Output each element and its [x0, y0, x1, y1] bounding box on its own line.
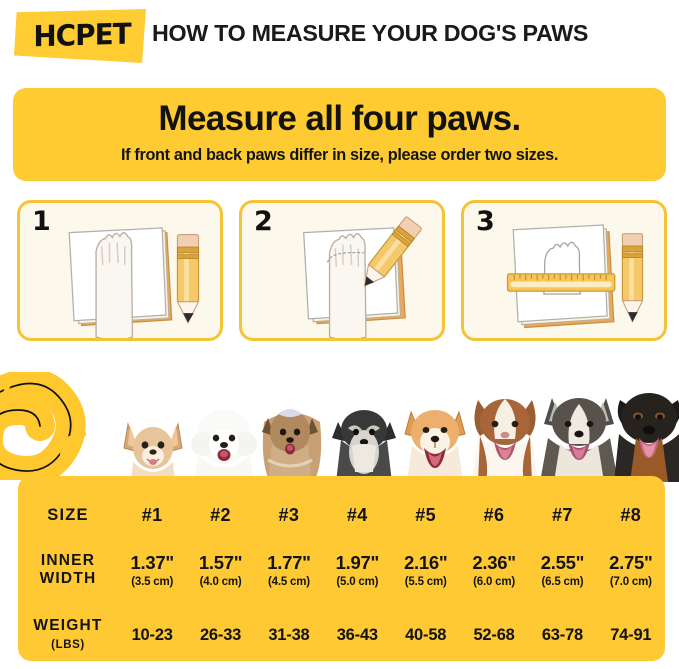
page-header: HCPET HOW TO MEASURE YOUR DOG'S PAWS — [0, 0, 679, 76]
dog-shiba-inu — [404, 410, 466, 482]
inner-width-cm-1: (3.5 cm) — [131, 576, 174, 588]
brand-logo-badge — [14, 9, 146, 63]
step-number-2: 2 — [254, 206, 273, 237]
inner-width-in-8: 2.75" — [609, 552, 653, 573]
size-cell-4: #4 — [346, 504, 368, 525]
step-panel-2: 2 — [239, 200, 445, 341]
steps-section: 1 2 — [0, 200, 679, 348]
row-label-inner: INNER — [40, 552, 96, 569]
weight-cell-7: 63-78 — [541, 625, 584, 644]
inner-width-cm-7: (6.5 cm) — [541, 576, 584, 588]
inner-width-cell-1: 1.37" (3.5 cm) — [118, 552, 186, 588]
yellow-swoosh-icon — [0, 372, 87, 480]
table-row-inner-width: INNER WIDTH 1.37" (3.5 cm) 1.57" (4.0 cm… — [18, 542, 665, 598]
dog-australian-shepherd — [472, 399, 538, 482]
ruler-measuring-illustration — [506, 224, 644, 329]
inner-width-in-3: 1.77" — [267, 552, 311, 573]
row-label-weight: WEIGHT (LBS) — [18, 617, 118, 654]
notice-subtitle: If front and back paws differ in size, p… — [120, 146, 558, 164]
inner-width-cell-6: 2.36" (6.0 cm) — [460, 552, 528, 588]
row-label-inner-width: INNER WIDTH — [18, 552, 118, 588]
row-label-weight-text: WEIGHT — [33, 616, 103, 634]
size-chart-table: SIZE #1 #2 #3 #4 #5 #6 #7 #8 INNER WIDTH… — [18, 476, 665, 661]
inner-width-cell-4: 1.97" (5.0 cm) — [323, 552, 391, 588]
inner-width-cm-6: (6.0 cm) — [473, 576, 515, 588]
inner-width-in-4: 1.97" — [335, 552, 380, 573]
weight-cell-3: 31-38 — [268, 625, 310, 644]
dog-yorkshire-terrier — [262, 409, 322, 482]
weight-cell-2: 26-33 — [199, 625, 242, 644]
row-label-weight-unit: (LBS) — [51, 638, 85, 651]
dog-breed-strip — [0, 368, 679, 482]
step-number-3: 3 — [476, 206, 495, 237]
inner-width-in-1: 1.37" — [130, 552, 175, 573]
inner-width-cm-5: (5.5 cm) — [404, 576, 447, 588]
inner-width-cm-4: (5.0 cm) — [336, 576, 379, 588]
paw-on-paper-illustration — [68, 227, 200, 338]
dog-chihuahua — [123, 422, 183, 482]
inner-width-cm-2: (4.0 cm) — [199, 576, 242, 588]
weight-cell-1: 10-23 — [131, 625, 173, 644]
table-row-weight: WEIGHT (LBS) 10-23 26-33 31-38 36-43 40-… — [18, 612, 665, 658]
weight-cell-4: 36-43 — [336, 625, 378, 644]
size-cell-6: #6 — [483, 504, 505, 525]
row-label-width: WIDTH — [39, 570, 97, 587]
size-cell-2: #2 — [210, 504, 231, 525]
inner-width-in-7: 2.55" — [540, 552, 585, 573]
inner-width-cell-2: 1.57" (4.0 cm) — [186, 552, 254, 588]
step-panel-1: 1 — [17, 200, 223, 341]
inner-width-cell-7: 2.55" (6.5 cm) — [528, 552, 596, 588]
step-panel-3: 3 — [461, 200, 667, 341]
inner-width-cm-3: (4.5 cm) — [268, 576, 310, 588]
weight-cell-5: 40-58 — [405, 625, 447, 644]
inner-width-cell-3: 1.77" (4.5 cm) — [255, 552, 323, 588]
inner-width-cm-8: (7.0 cm) — [609, 576, 652, 588]
notice-banner: Measure all four paws. If front and back… — [13, 88, 666, 181]
size-cell-1: #1 — [141, 504, 163, 525]
step-number-1: 1 — [32, 206, 51, 237]
inner-width-cell-8: 2.75" (7.0 cm) — [597, 552, 665, 588]
table-row-size: SIZE #1 #2 #3 #4 #5 #6 #7 #8 — [18, 500, 665, 530]
dog-schnauzer — [332, 410, 396, 482]
size-cell-8: #8 — [620, 504, 642, 525]
size-cell-5: #5 — [415, 504, 437, 525]
brand-logo-text: HCPET — [33, 16, 131, 54]
notice-title: Measure all four paws. — [158, 99, 521, 138]
inner-width-in-2: 1.57" — [198, 552, 243, 573]
weight-cell-8: 74-91 — [610, 625, 652, 644]
inner-width-cell-5: 2.16" (5.5 cm) — [392, 552, 460, 588]
inner-width-in-6: 2.36" — [472, 552, 516, 573]
tracing-paw-illustration — [303, 216, 422, 338]
page-title: HOW TO MEASURE YOUR DOG'S PAWS — [152, 20, 589, 46]
size-cell-3: #3 — [278, 504, 300, 525]
dog-alaskan-malamute — [540, 398, 618, 482]
weight-cell-6: 52-68 — [473, 625, 515, 644]
row-label-size: SIZE — [47, 505, 89, 524]
dog-bichon-frise — [191, 409, 257, 482]
dog-rottweiler — [614, 393, 679, 482]
size-cell-7: #7 — [552, 504, 573, 525]
inner-width-in-5: 2.16" — [404, 552, 448, 573]
